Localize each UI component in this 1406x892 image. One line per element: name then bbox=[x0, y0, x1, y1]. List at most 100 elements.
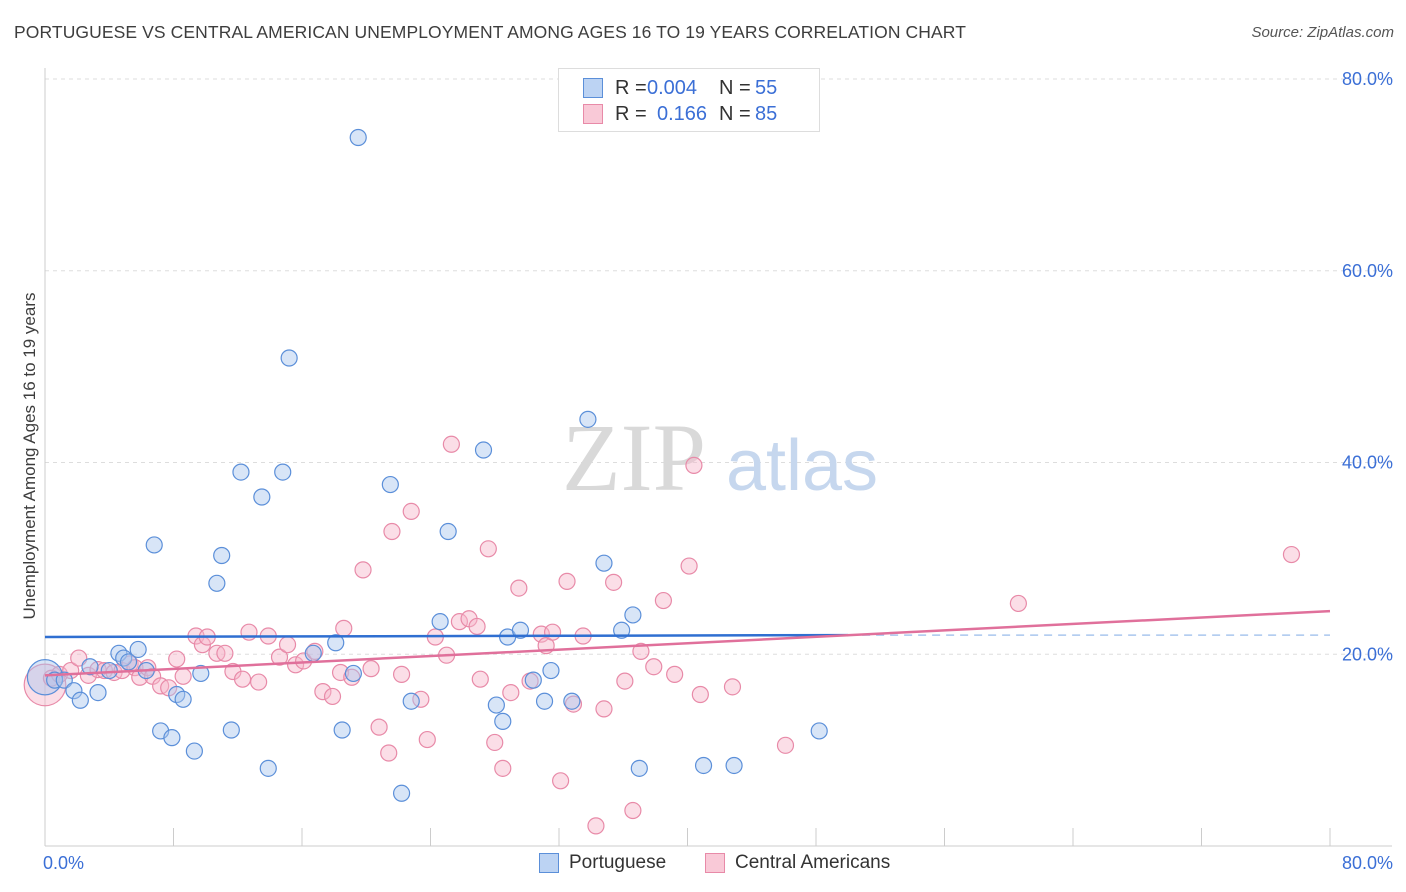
central-americans-point bbox=[666, 665, 684, 683]
portuguese-point bbox=[110, 644, 128, 662]
central-americans-point bbox=[494, 759, 512, 777]
legend-r-value: 0.004 bbox=[647, 76, 698, 99]
watermark-atlas: atlas bbox=[726, 426, 878, 506]
portuguese-point bbox=[232, 463, 250, 481]
central-americans-point bbox=[471, 670, 489, 688]
central-americans-point bbox=[250, 673, 268, 691]
portuguese-point bbox=[624, 606, 642, 624]
central-americans-point bbox=[383, 522, 401, 541]
portuguese-point bbox=[487, 696, 505, 714]
portuguese-point bbox=[145, 536, 163, 554]
y-tick-label: 60.0% bbox=[1342, 261, 1393, 281]
central-americans-point bbox=[776, 736, 795, 754]
central-americans-point bbox=[380, 744, 398, 762]
central-americans-point bbox=[510, 579, 528, 597]
legend-n-value: 85 bbox=[755, 102, 778, 125]
portuguese-point bbox=[208, 574, 226, 592]
portuguese-point bbox=[349, 128, 367, 147]
portuguese-point bbox=[344, 664, 362, 683]
legend-row-central-americans: R = 0.166 N = 85 bbox=[583, 101, 777, 127]
portuguese-point bbox=[129, 640, 147, 659]
portuguese-label: Portuguese bbox=[569, 852, 667, 873]
central-americans-point bbox=[479, 540, 497, 558]
portuguese-point bbox=[474, 441, 493, 459]
central-americans-point bbox=[79, 666, 97, 684]
central-americans-point bbox=[174, 667, 192, 685]
y-tick-label: 40.0% bbox=[1342, 453, 1393, 473]
gridlines bbox=[45, 78, 1392, 655]
central-americans-point bbox=[442, 435, 460, 453]
portuguese-point bbox=[163, 729, 181, 747]
central-americans-point bbox=[502, 683, 520, 702]
y-tick-label: 80.0% bbox=[1342, 69, 1393, 89]
portuguese-point bbox=[81, 658, 99, 676]
central-americans-point bbox=[323, 687, 342, 706]
portuguese-point bbox=[174, 690, 192, 708]
central-americans-point bbox=[558, 572, 576, 590]
legend-n-value: 55 bbox=[755, 76, 778, 99]
legend-n-label: N = bbox=[719, 102, 751, 125]
portuguese-point bbox=[439, 522, 457, 541]
portuguese-point bbox=[327, 634, 345, 652]
portuguese-point bbox=[579, 410, 597, 428]
portuguese-point bbox=[222, 721, 240, 739]
portuguese-point bbox=[280, 349, 298, 367]
watermark-zip: ZIP bbox=[562, 404, 706, 511]
central-americans-point bbox=[595, 700, 613, 718]
portuguese-point bbox=[304, 644, 322, 662]
portuguese-point bbox=[725, 756, 743, 775]
legend-swatch-central-americans bbox=[583, 104, 603, 124]
portuguese-point bbox=[381, 475, 399, 494]
portuguese-point bbox=[630, 759, 648, 777]
portuguese-point bbox=[192, 664, 210, 683]
central-americans-point bbox=[616, 672, 634, 690]
central-americans-trend-line bbox=[44, 609, 1331, 677]
correlation-legend: R = 0.004 N = 55 R = 0.166 N = 85 bbox=[558, 68, 820, 132]
portuguese-point bbox=[494, 712, 512, 730]
legend-r-label: R = bbox=[615, 102, 647, 125]
y-tick-label: 20.0% bbox=[1342, 644, 1393, 664]
portuguese-point bbox=[253, 488, 271, 506]
portuguese-point bbox=[89, 683, 107, 702]
central-americans-point bbox=[605, 573, 623, 591]
x-tick-label-min: 0.0% bbox=[43, 853, 84, 873]
portuguese-point bbox=[511, 621, 530, 639]
portuguese-point bbox=[542, 661, 560, 680]
central-americans-point bbox=[362, 660, 380, 678]
central-americans-label: Central Americans bbox=[735, 852, 891, 873]
portuguese-point bbox=[185, 742, 203, 760]
portuguese-point bbox=[431, 613, 449, 631]
legend-r-label: R = bbox=[615, 76, 647, 99]
portuguese-point bbox=[810, 722, 828, 740]
source-credit: Source: ZipAtlas.com bbox=[1251, 24, 1394, 41]
central-americans-point bbox=[624, 801, 642, 820]
portuguese-point bbox=[694, 756, 713, 775]
central-americans-point bbox=[216, 644, 234, 662]
trend-lines bbox=[44, 609, 1331, 677]
central-americans-point bbox=[587, 817, 605, 835]
portuguese-point bbox=[71, 691, 89, 709]
series-legend-central-americans[interactable]: Central Americans bbox=[705, 852, 890, 874]
central-americans-point bbox=[270, 648, 289, 666]
chart-title: PORTUGUESE VS CENTRAL AMERICAN UNEMPLOYM… bbox=[14, 22, 966, 42]
central-americans-point bbox=[402, 502, 420, 520]
central-americans-point bbox=[468, 617, 486, 636]
portuguese-swatch bbox=[539, 853, 559, 873]
legend-r-value: 0.166 bbox=[657, 102, 708, 125]
portuguese-point bbox=[55, 671, 73, 689]
legend-row-portuguese: R = 0.004 N = 55 bbox=[583, 75, 777, 101]
central-americans-point bbox=[1009, 594, 1027, 613]
central-americans-point bbox=[278, 636, 297, 654]
central-americans-point bbox=[314, 683, 332, 701]
series-legend-portuguese[interactable]: Portuguese bbox=[539, 852, 666, 874]
central-americans-point bbox=[552, 772, 570, 790]
portuguese-point bbox=[535, 692, 554, 710]
central-americans-point bbox=[450, 613, 469, 631]
central-americans-point bbox=[723, 678, 742, 696]
central-americans-point bbox=[543, 623, 562, 641]
central-americans-point bbox=[691, 685, 709, 704]
central-americans-point bbox=[486, 733, 504, 752]
portuguese-trend-line bbox=[44, 633, 849, 639]
central-americans-point bbox=[240, 623, 258, 641]
